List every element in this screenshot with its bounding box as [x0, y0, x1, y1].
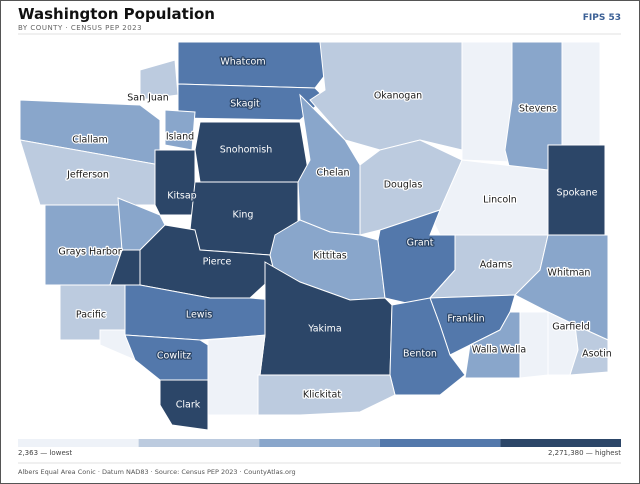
county-map: Whatcom San Juan Skagit Island Snohomish Okan… [19, 41, 613, 431]
county-label: Grant [407, 238, 434, 249]
county [561, 41, 601, 146]
county-label: Jefferson [66, 170, 109, 181]
county-label: Garfield [552, 322, 590, 333]
county-label: Okanogan [374, 91, 422, 102]
county-label: Douglas [384, 180, 423, 191]
county-label: Skagit [230, 99, 260, 110]
county-label: Yakima [307, 324, 342, 335]
county-label: Cowlitz [157, 351, 191, 362]
county [19, 99, 161, 166]
county-label: Lincoln [483, 195, 517, 206]
county-label: Walla Walla [472, 345, 526, 356]
county [159, 379, 209, 431]
legend-swatch [500, 439, 621, 447]
county-label: King [233, 210, 254, 221]
county-label: Island [166, 132, 194, 143]
county-label: Whitman [548, 268, 591, 279]
county-label: Stevens [519, 104, 557, 115]
county-label: Pierce [203, 257, 232, 268]
county-label: Asotin [582, 349, 612, 360]
county [177, 41, 326, 89]
legend-max: 2,271,380 — highest [548, 449, 621, 457]
county-label: Clallam [72, 135, 107, 146]
county-label: Kitsap [167, 191, 196, 202]
county-label: Adams [480, 260, 512, 271]
county [207, 334, 266, 416]
county [257, 374, 396, 416]
county-label: Pacific [76, 310, 106, 321]
legend [18, 439, 621, 447]
county [569, 324, 609, 376]
legend-swatch [138, 439, 260, 447]
county-label: Spokane [557, 188, 598, 199]
county [154, 149, 196, 216]
county-label: Snohomish [220, 145, 273, 156]
county-label: Kittitas [313, 251, 347, 262]
county-label: Franklin [447, 314, 484, 325]
legend-min: 2,363 — lowest [18, 449, 72, 457]
footer: Albers Equal Area Conic · Datum NAD83 · … [18, 468, 296, 476]
legend-swatch [18, 439, 139, 447]
county-label: Chelan [317, 168, 350, 179]
legend-swatch [379, 439, 501, 447]
county-label: Grays Harbor [58, 247, 121, 258]
title: Washington Population [18, 5, 215, 23]
county-label: Klickitat [303, 390, 341, 401]
county-label: San Juan [127, 93, 169, 104]
county-label: Lewis [186, 310, 212, 321]
county [44, 204, 123, 286]
subtitle: BY COUNTY · CENSUS PEP 2023 [18, 24, 142, 32]
county-label: Whatcom [220, 57, 265, 68]
county-label: Clark [176, 400, 201, 411]
county [164, 109, 196, 151]
fips-badge: FIPS 53 [583, 13, 621, 23]
county [461, 41, 513, 163]
county-label: Benton [403, 349, 437, 360]
legend-swatch [259, 439, 380, 447]
